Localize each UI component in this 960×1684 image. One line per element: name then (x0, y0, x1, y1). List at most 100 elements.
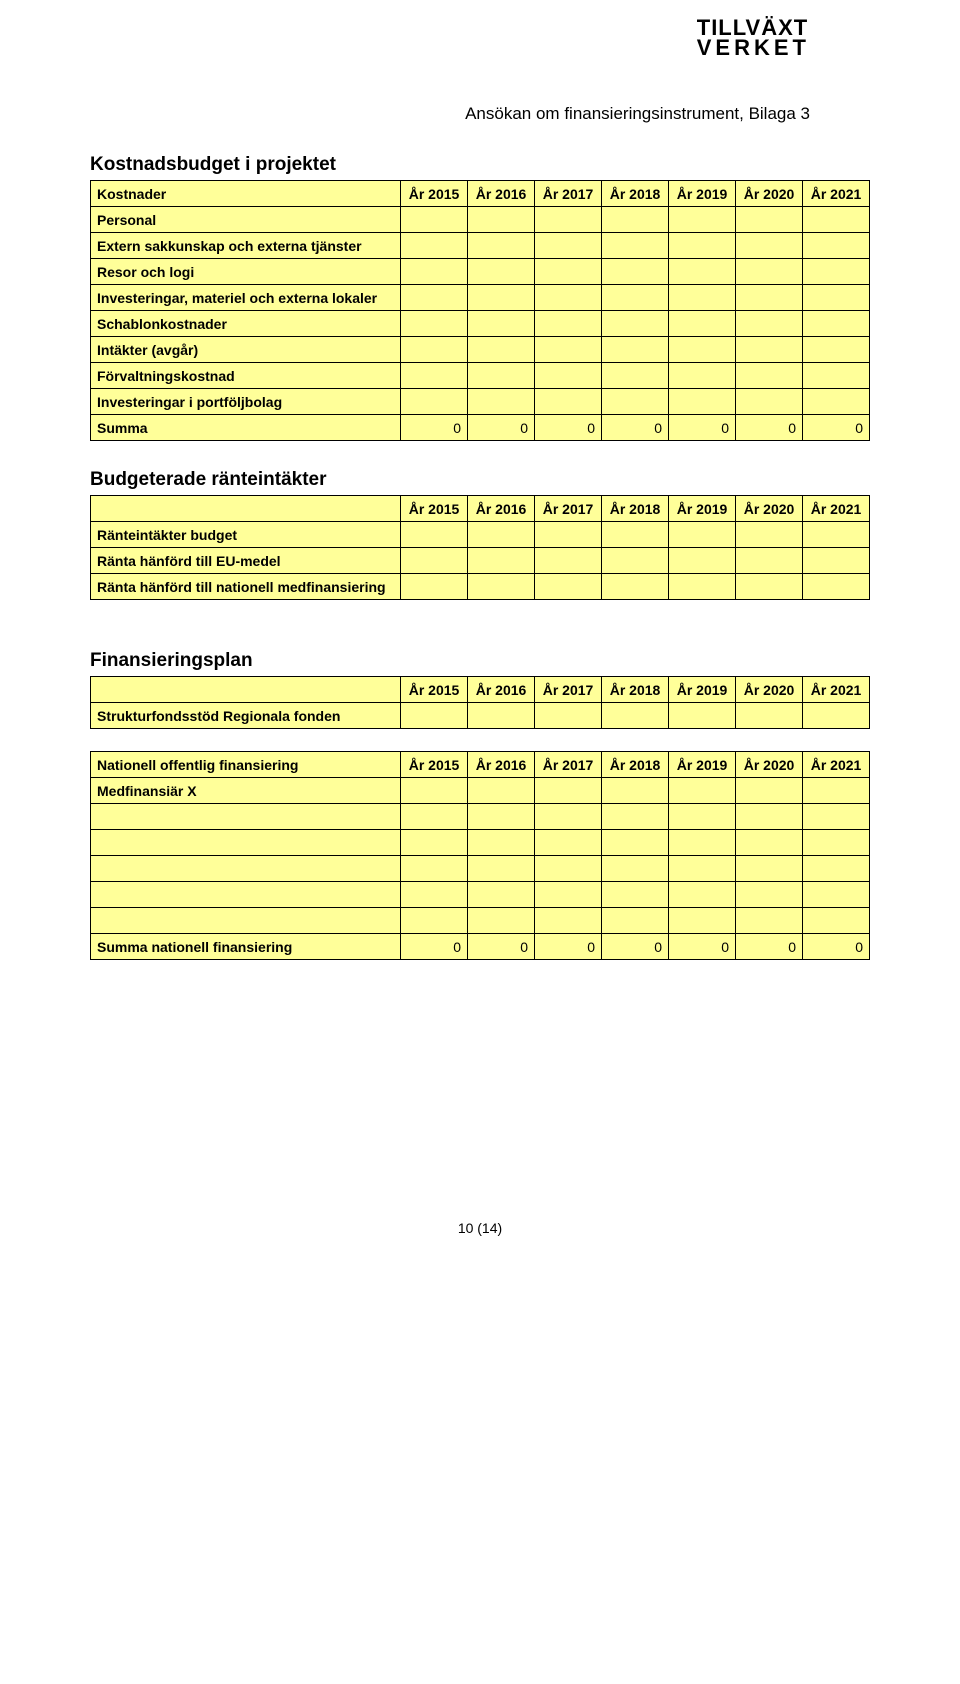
cell (468, 522, 535, 548)
cell (468, 285, 535, 311)
table1-heading: Kostnadsbudget i projektet (90, 154, 870, 176)
cell (401, 856, 468, 882)
cell (602, 908, 669, 934)
table-row (91, 804, 870, 830)
year-header: År 2018 (602, 752, 669, 778)
table-row (91, 856, 870, 882)
cell (669, 830, 736, 856)
year-header: År 2017 (535, 752, 602, 778)
cell (468, 778, 535, 804)
year-header: År 2019 (669, 752, 736, 778)
year-header: År 2021 (803, 752, 870, 778)
cell (669, 522, 736, 548)
cell (803, 548, 870, 574)
table-row: Nationell offentlig finansiering År 2015… (91, 752, 870, 778)
cell (468, 856, 535, 882)
cell (669, 259, 736, 285)
cell (535, 548, 602, 574)
row-label: Ränta hänförd till EU-medel (91, 548, 401, 574)
row-label (91, 882, 401, 908)
table3-heading: Finansieringsplan (90, 650, 870, 672)
cell (803, 285, 870, 311)
brand-logo: TILLVÄXT VERKET (697, 18, 810, 58)
cell (736, 207, 803, 233)
cell (602, 311, 669, 337)
table-row (91, 882, 870, 908)
year-header: År 2018 (602, 677, 669, 703)
year-header: År 2015 (401, 181, 468, 207)
year-header: År 2015 (401, 752, 468, 778)
cell (736, 830, 803, 856)
cell (468, 908, 535, 934)
cell (401, 778, 468, 804)
row-label: Personal (91, 207, 401, 233)
cell (602, 804, 669, 830)
row-header-label: Nationell offentlig finansiering (91, 752, 401, 778)
cell (736, 882, 803, 908)
row-label: Investeringar i portföljbolag (91, 389, 401, 415)
cell (736, 389, 803, 415)
cell (468, 548, 535, 574)
cell (535, 856, 602, 882)
year-header: År 2020 (736, 496, 803, 522)
year-header: År 2019 (669, 677, 736, 703)
cell (602, 703, 669, 729)
cell (803, 259, 870, 285)
cell (803, 703, 870, 729)
year-header: År 2019 (669, 181, 736, 207)
cell (803, 856, 870, 882)
cell (602, 548, 669, 574)
cell (602, 778, 669, 804)
cell (468, 259, 535, 285)
cell (736, 259, 803, 285)
cell (535, 389, 602, 415)
table-row: Ränta hänförd till nationell medfinansie… (91, 574, 870, 600)
year-header: År 2020 (736, 181, 803, 207)
cell (736, 363, 803, 389)
year-header: År 2019 (669, 496, 736, 522)
cell (736, 856, 803, 882)
cell (535, 337, 602, 363)
cell (468, 389, 535, 415)
cell (602, 830, 669, 856)
year-header: År 2015 (401, 677, 468, 703)
table-row (91, 830, 870, 856)
year-header: År 2016 (468, 181, 535, 207)
sum-cell: 0 (736, 934, 803, 960)
row-label: Ränteintäkter budget (91, 522, 401, 548)
cell (535, 285, 602, 311)
cell (468, 311, 535, 337)
cell (401, 259, 468, 285)
cell (535, 882, 602, 908)
row-label: Investeringar, materiel och externa loka… (91, 285, 401, 311)
cell (535, 830, 602, 856)
row-label: Förvaltningskostnad (91, 363, 401, 389)
table-row: Personal (91, 207, 870, 233)
cell (736, 311, 803, 337)
year-header: År 2020 (736, 677, 803, 703)
cell (401, 389, 468, 415)
year-header: År 2021 (803, 181, 870, 207)
cell (535, 207, 602, 233)
cell (736, 285, 803, 311)
cell (669, 363, 736, 389)
table-row: Investeringar, materiel och externa loka… (91, 285, 870, 311)
year-header: År 2020 (736, 752, 803, 778)
table-row: Intäkter (avgår) (91, 337, 870, 363)
cell (468, 882, 535, 908)
cell (602, 389, 669, 415)
sum-cell: 0 (803, 934, 870, 960)
cell (401, 337, 468, 363)
table-row: Ränta hänförd till EU-medel (91, 548, 870, 574)
cell (535, 522, 602, 548)
cell (669, 882, 736, 908)
table-row: Medfinansiär X (91, 778, 870, 804)
cell (803, 804, 870, 830)
table-row: Resor och logi (91, 259, 870, 285)
table-row: År 2015 År 2016 År 2017 År 2018 År 2019 … (91, 496, 870, 522)
blank-header (91, 496, 401, 522)
table-row (91, 908, 870, 934)
year-header: År 2018 (602, 496, 669, 522)
row-label: Ränta hänförd till nationell medfinansie… (91, 574, 401, 600)
cell (736, 337, 803, 363)
